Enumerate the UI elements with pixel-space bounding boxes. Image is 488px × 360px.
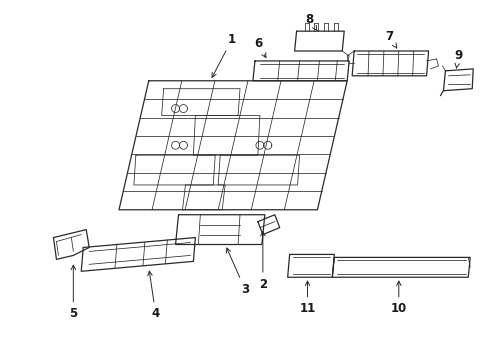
Text: 8: 8 bbox=[305, 13, 317, 31]
Text: 1: 1 bbox=[212, 33, 236, 77]
Text: 2: 2 bbox=[258, 231, 266, 291]
Text: 6: 6 bbox=[253, 37, 265, 58]
Text: 4: 4 bbox=[147, 271, 160, 320]
Text: 10: 10 bbox=[390, 281, 406, 315]
Text: 3: 3 bbox=[226, 248, 248, 296]
Text: 11: 11 bbox=[299, 281, 315, 315]
Text: 7: 7 bbox=[384, 30, 396, 48]
Text: 5: 5 bbox=[69, 265, 77, 320]
Text: 9: 9 bbox=[453, 49, 462, 68]
